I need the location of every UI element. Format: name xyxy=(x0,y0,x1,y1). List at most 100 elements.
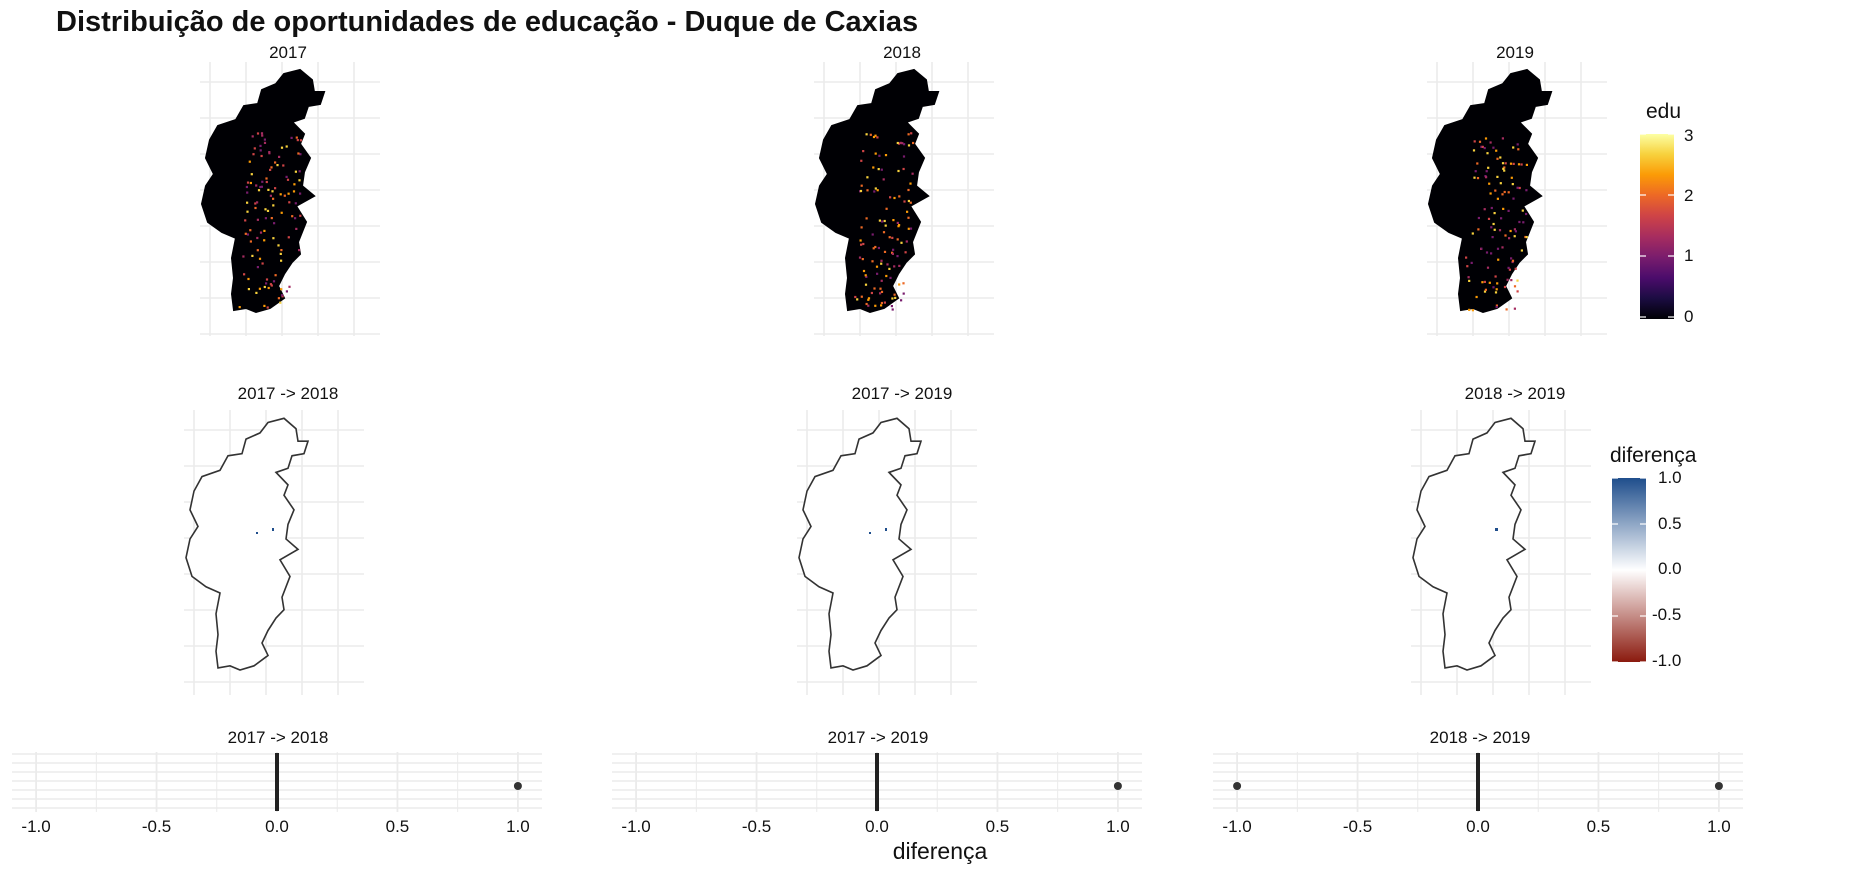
edu-cell xyxy=(1484,281,1486,283)
municipality-shape xyxy=(1429,70,1551,312)
edu-cell xyxy=(1516,280,1518,282)
edu-cell xyxy=(281,147,283,149)
edu-cell xyxy=(1495,275,1497,277)
edu-cell xyxy=(875,153,877,155)
edu-cell xyxy=(866,189,868,191)
edu-cell xyxy=(1517,290,1519,292)
legend-diff-tick: 0.0 xyxy=(1658,559,1682,579)
edu-cell xyxy=(1510,230,1512,232)
edu-cell xyxy=(271,190,273,192)
edu-cell xyxy=(1492,236,1494,238)
edu-cell xyxy=(892,219,894,221)
edu-cell xyxy=(897,142,899,144)
edu-cell xyxy=(880,304,882,306)
edu-cell xyxy=(1502,168,1504,170)
legend-diff-tick: 0.5 xyxy=(1658,514,1682,534)
edu-cell xyxy=(1490,141,1492,143)
edu-cell xyxy=(1493,223,1495,225)
edu-cell xyxy=(881,280,883,282)
edu-cell xyxy=(257,219,259,221)
edu-cell xyxy=(280,249,282,251)
edu-cell xyxy=(272,237,274,239)
edu-cell xyxy=(886,208,888,210)
edu-cell xyxy=(1525,189,1527,191)
edu-cell xyxy=(1484,208,1486,210)
edu-cell xyxy=(257,249,259,251)
edu-cell xyxy=(250,240,252,242)
edu-cell xyxy=(246,202,248,204)
edu-cell xyxy=(862,150,864,152)
edu-cell xyxy=(908,200,910,202)
edu-cell xyxy=(263,239,265,241)
legend-edu-tick: 2 xyxy=(1684,186,1693,206)
edu-cell xyxy=(903,143,905,145)
edu-cell xyxy=(863,270,865,272)
edu-cell xyxy=(298,249,300,251)
edu-cell xyxy=(1496,288,1498,290)
strip-plot-2018-2019 xyxy=(1213,752,1743,812)
edu-cell xyxy=(908,144,910,146)
edu-cell xyxy=(261,181,263,183)
edu-cell xyxy=(1500,182,1502,184)
edu-cell xyxy=(1488,218,1490,220)
edu-cell xyxy=(873,287,875,289)
edu-cell xyxy=(898,265,900,267)
edu-cell xyxy=(1492,286,1494,288)
edu-cell xyxy=(898,283,900,285)
x-tick-label: 1.0 xyxy=(1689,817,1749,837)
edu-cell xyxy=(1475,170,1477,172)
edu-cell xyxy=(860,244,862,246)
legend-diff-colorbar xyxy=(1612,478,1646,662)
edu-cell xyxy=(876,266,878,268)
edu-cell xyxy=(268,151,270,153)
edu-cell xyxy=(884,251,886,253)
edu-cell xyxy=(878,155,880,157)
edu-cell xyxy=(1485,176,1487,178)
edu-cell xyxy=(257,132,259,134)
edu-cell xyxy=(892,249,894,251)
edu-cell xyxy=(264,208,266,210)
edu-cell xyxy=(884,302,886,304)
edu-cell xyxy=(1486,170,1488,172)
edu-cell xyxy=(296,137,298,139)
edu-cell xyxy=(1499,229,1501,231)
x-tick-label: -1.0 xyxy=(6,817,66,837)
edu-cell xyxy=(1485,137,1487,139)
edu-cell xyxy=(870,134,872,136)
edu-cell xyxy=(266,181,268,183)
edu-cell xyxy=(1473,177,1475,179)
edu-cell xyxy=(1497,248,1499,250)
edu-cell xyxy=(860,239,862,241)
edu-cell xyxy=(879,288,881,290)
edu-cell xyxy=(862,258,864,260)
edu-cell xyxy=(263,305,265,307)
edu-cell xyxy=(249,229,251,231)
strip-title-2018-2019: 2018 -> 2019 xyxy=(1380,728,1580,748)
edu-cell xyxy=(860,190,862,192)
edu-cell xyxy=(900,299,902,301)
edu-cell xyxy=(897,170,899,172)
edu-cell xyxy=(1517,148,1519,150)
edu-cell xyxy=(1494,212,1496,214)
edu-cell xyxy=(261,135,263,137)
legend-edu-tick: 0 xyxy=(1684,307,1693,327)
edu-cell xyxy=(900,242,902,244)
edu-cell xyxy=(282,164,284,166)
legend-diff-tick: -0.5 xyxy=(1652,605,1681,625)
diff-cell xyxy=(1495,528,1498,531)
edu-cell xyxy=(1476,162,1478,164)
edu-cell xyxy=(903,293,905,295)
edu-cell xyxy=(889,196,891,198)
edu-cell xyxy=(1506,308,1508,310)
edu-cell xyxy=(875,187,877,189)
edu-cell xyxy=(293,190,295,192)
diff-map-title-2018-2019: 2018 -> 2019 xyxy=(1415,384,1615,404)
edu-cell xyxy=(861,296,863,298)
edu-cell xyxy=(866,303,868,305)
edu-cell xyxy=(879,292,881,294)
edu-cell xyxy=(246,192,248,194)
edu-cell xyxy=(1500,217,1502,219)
edu-cell xyxy=(1521,249,1523,251)
edu-cell xyxy=(1525,213,1527,215)
edu-cell xyxy=(268,287,270,289)
